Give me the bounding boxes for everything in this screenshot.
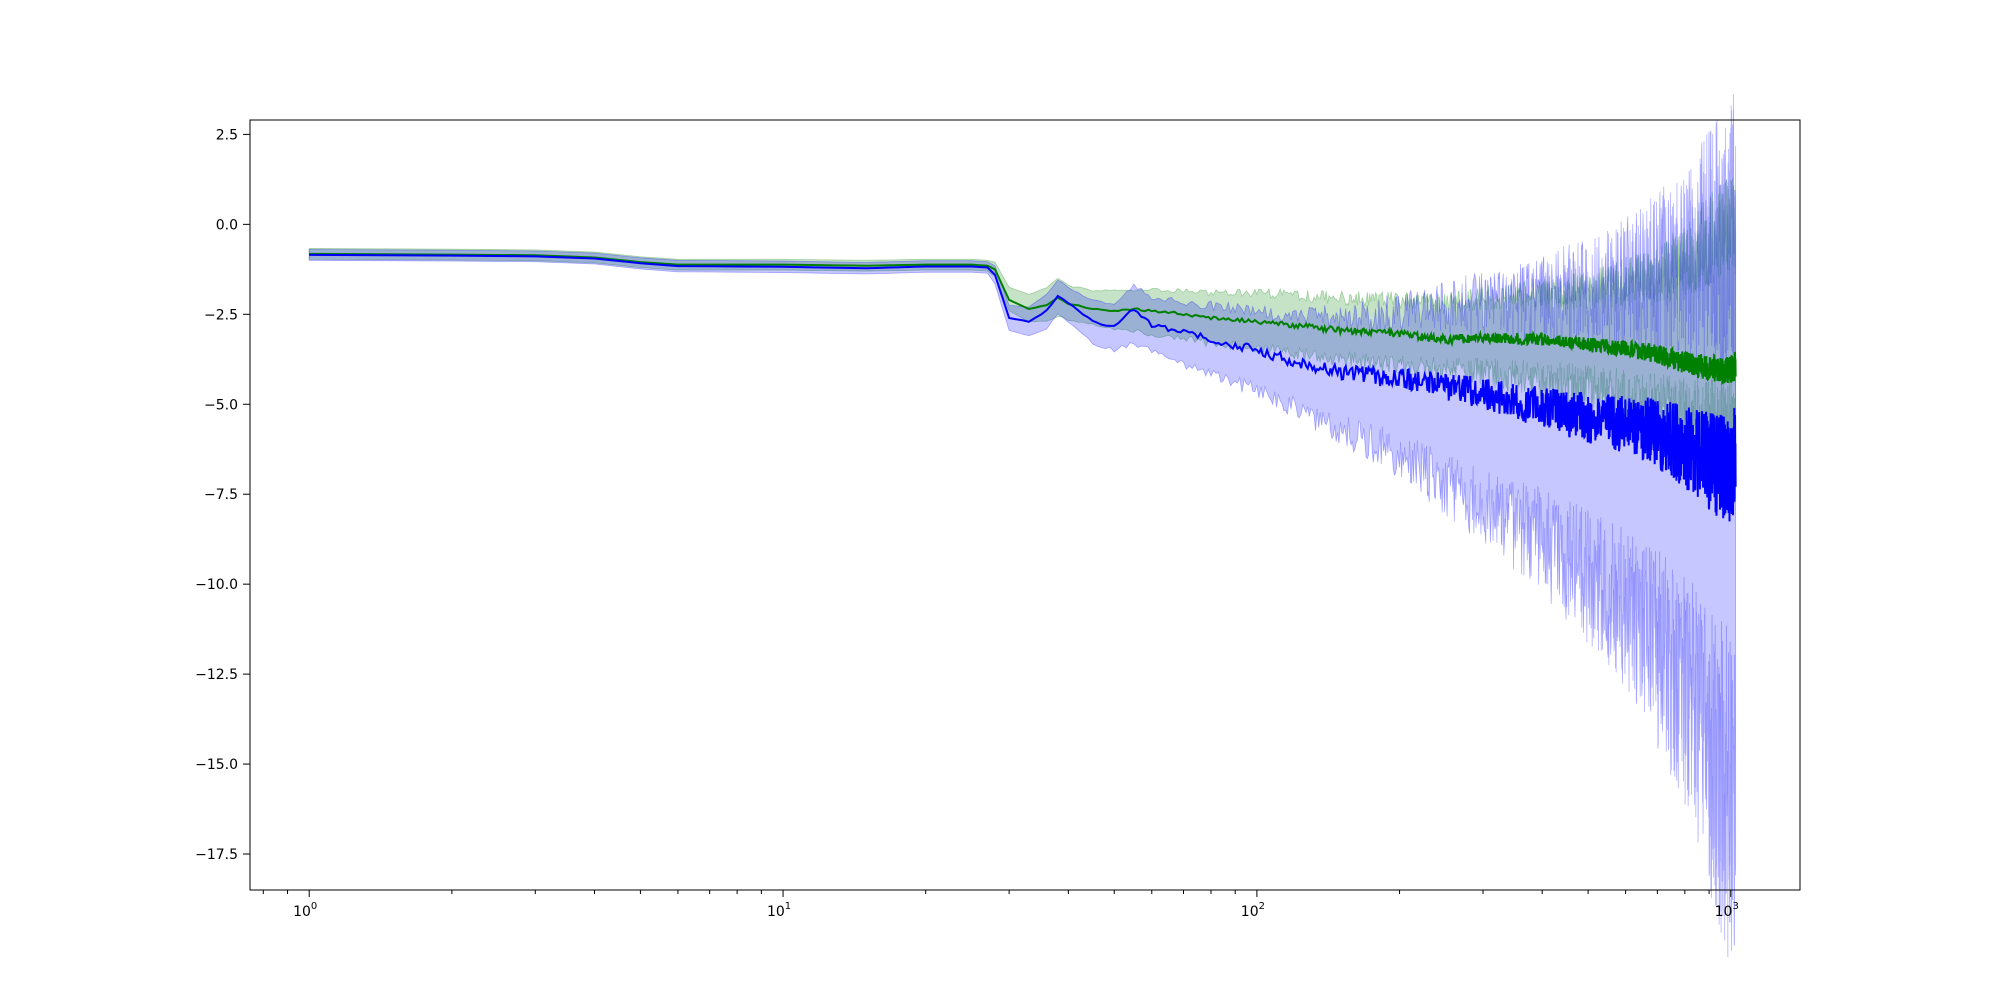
y-tick-label: 2.5 (216, 127, 238, 143)
series-1-line (309, 252, 1737, 386)
x-tick-label: 102 (1241, 901, 1265, 920)
x-tick-label: 100 (293, 901, 317, 920)
y-tick-label: −15.0 (195, 757, 238, 773)
y-tick-label: −12.5 (195, 667, 238, 683)
series-1-band (308, 178, 1737, 504)
y-tick-label: 0.0 (216, 217, 238, 233)
x-tick-label: 103 (1715, 901, 1739, 920)
x-axis-ticks: 100 101 102 103 (262, 890, 1739, 920)
series-2-band (308, 94, 1737, 958)
x-tick-label: 101 (767, 901, 791, 920)
y-tick-label: −10.0 (195, 577, 238, 593)
y-tick-label: −7.5 (204, 487, 238, 503)
y-axis-ticks: 2.5 0.0 −2.5 −5.0 −7.5 −10.0 −12.5 −15.0 −17.5 (195, 127, 250, 863)
confidence-bands (308, 94, 1737, 958)
series-2-line (309, 253, 1737, 522)
series-lines (309, 252, 1737, 522)
plot-frame (249, 119, 1801, 891)
y-tick-label: −17.5 (195, 847, 238, 863)
y-tick-label: −5.0 (204, 397, 238, 413)
y-tick-label: −2.5 (204, 307, 238, 323)
